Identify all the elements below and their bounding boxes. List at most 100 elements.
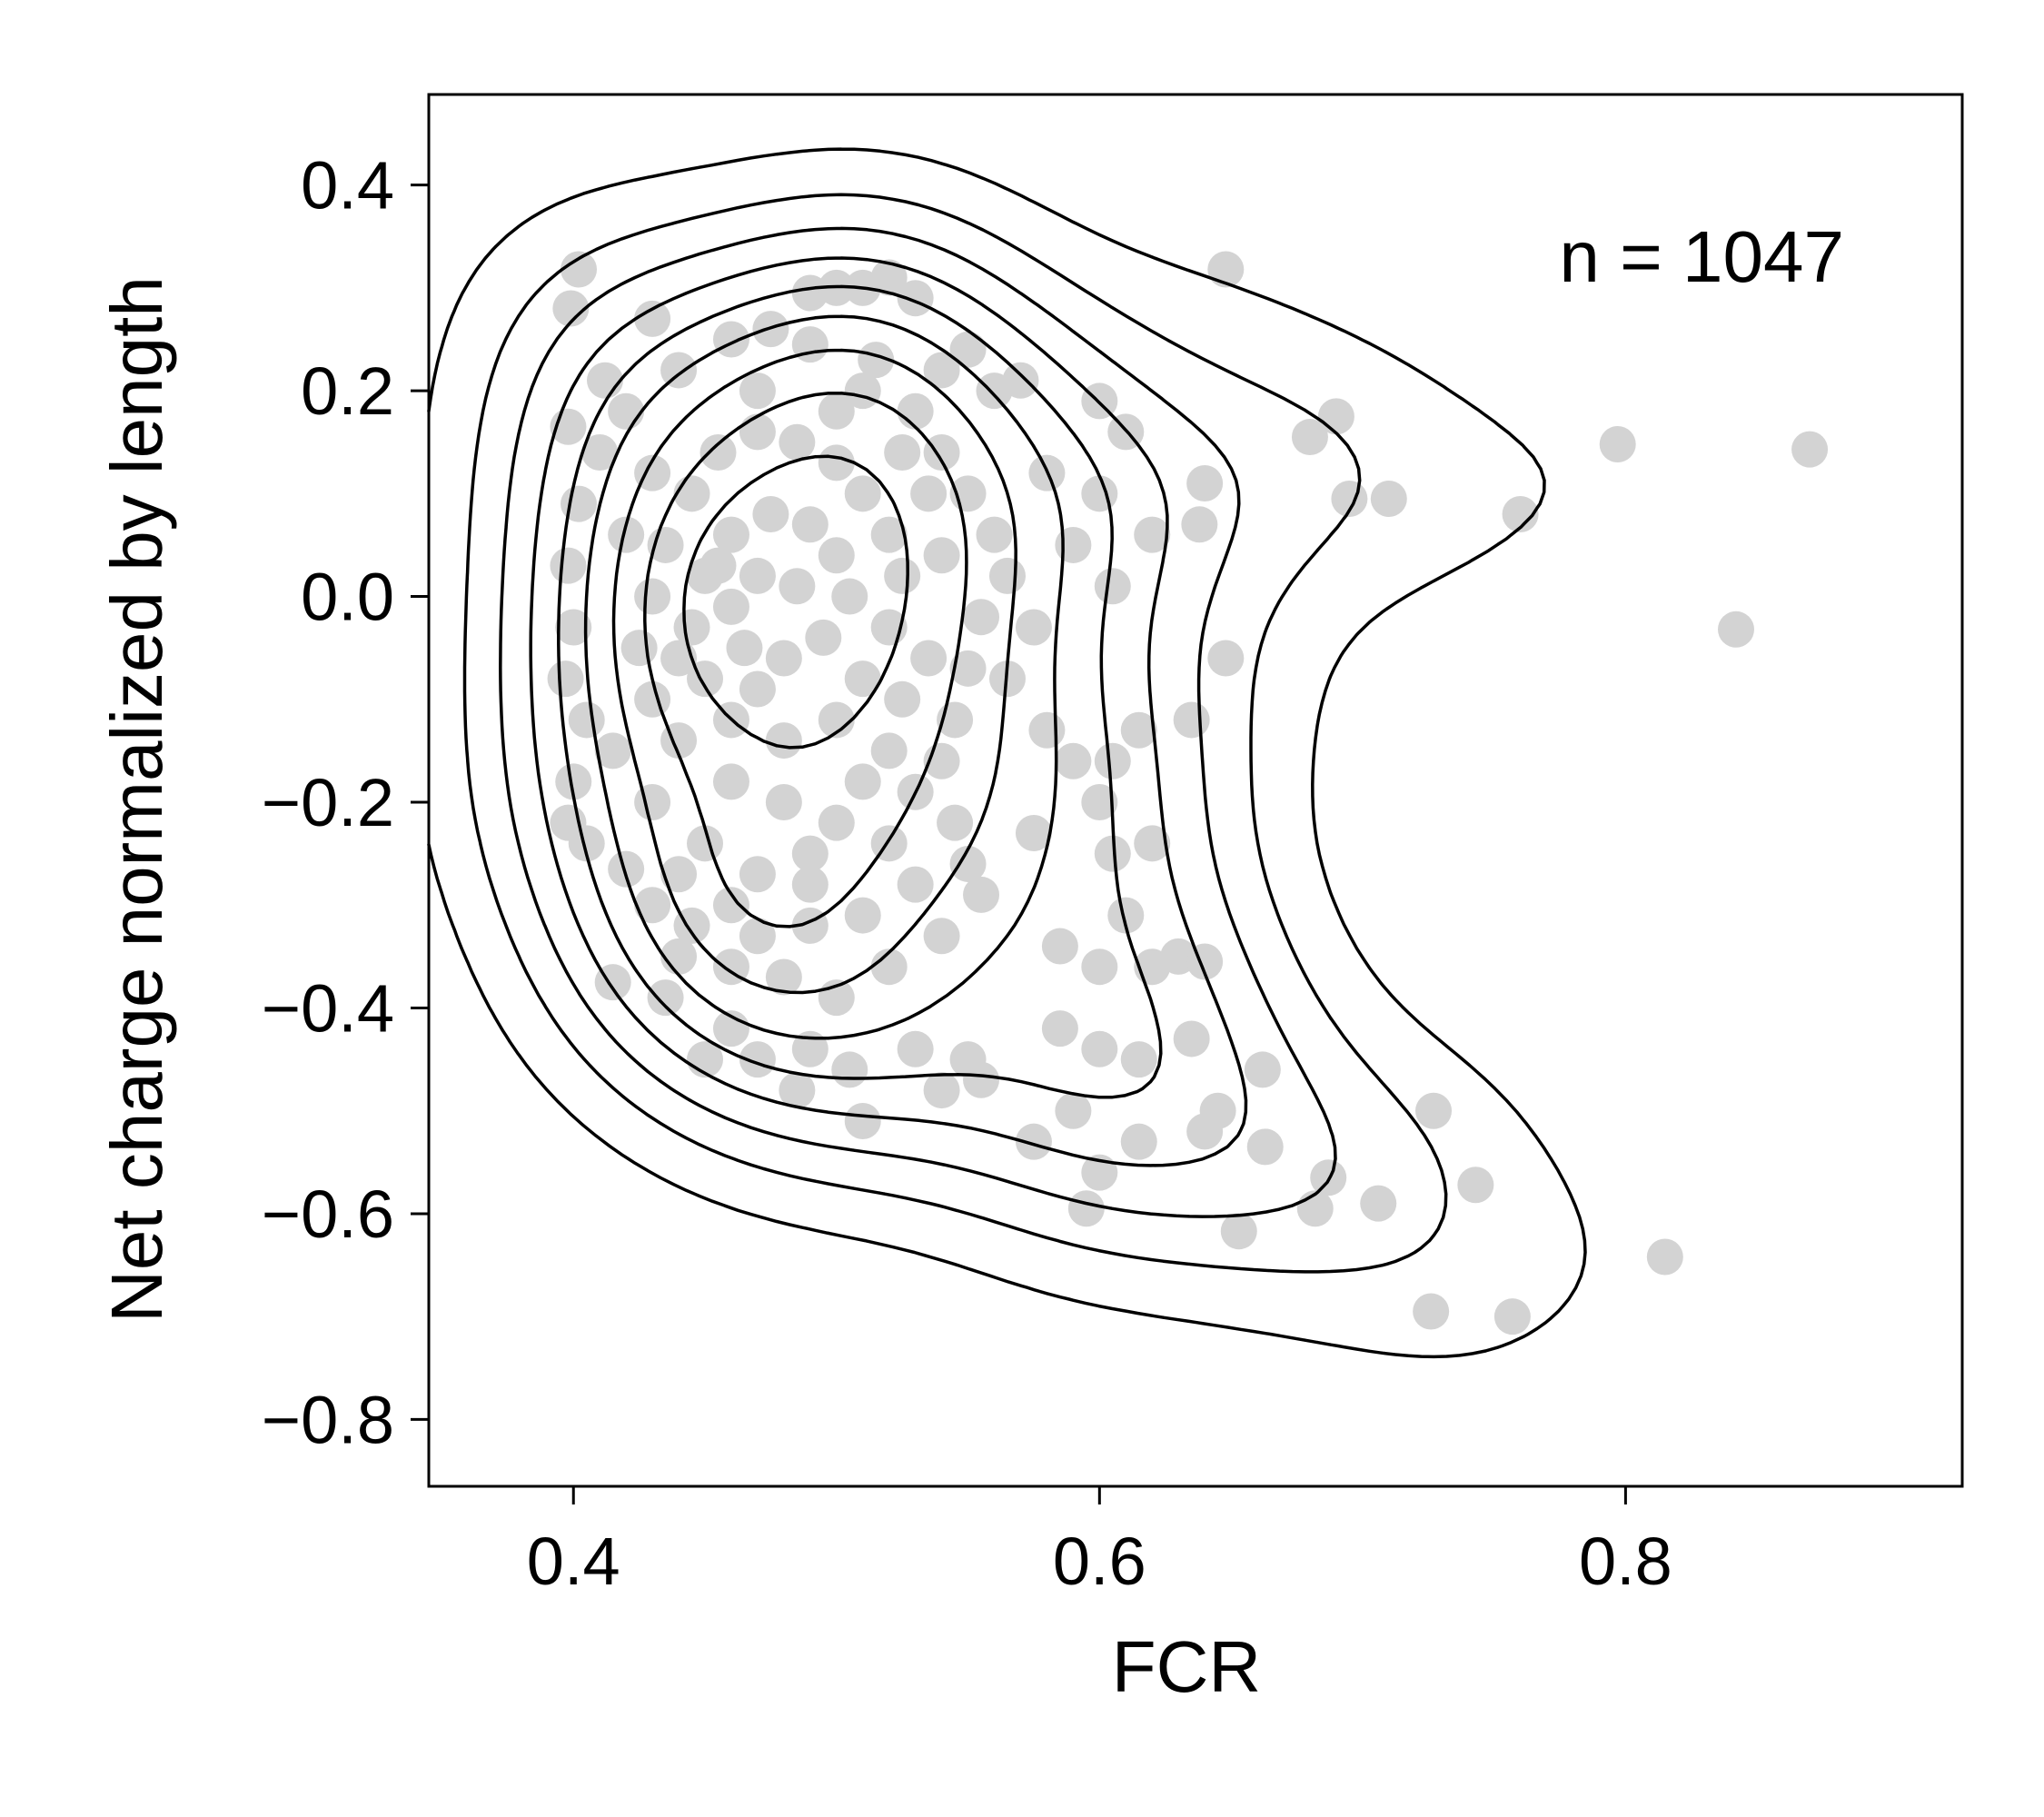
- data-point: [739, 856, 776, 893]
- data-point: [884, 680, 921, 718]
- data-point: [963, 599, 1000, 636]
- sample-count-annotation: n = 1047: [1559, 216, 1844, 297]
- density-contour-line: [462, 193, 1448, 1274]
- y-axis: 0.4 0.2 0.0 −0.2 −0.4 −0.6 −0.8: [262, 148, 429, 1457]
- data-point: [660, 856, 698, 893]
- data-point: [818, 537, 855, 574]
- data-point: [844, 763, 881, 800]
- data-point: [568, 701, 605, 739]
- x-tick-label: 0.8: [1579, 1524, 1672, 1599]
- data-point: [660, 352, 698, 389]
- data-point: [923, 434, 960, 472]
- data-point: [923, 1072, 960, 1109]
- data-point: [1246, 1128, 1284, 1166]
- data-point: [739, 670, 776, 708]
- data-point: [1015, 1123, 1052, 1160]
- data-point: [897, 280, 934, 317]
- data-point: [1244, 1051, 1281, 1088]
- data-point: [634, 680, 671, 718]
- data-point: [791, 835, 829, 872]
- data-point: [561, 485, 598, 522]
- data-point: [700, 434, 737, 472]
- data-point: [765, 784, 802, 821]
- data-point: [550, 547, 587, 584]
- y-tick-label: −0.4: [262, 970, 394, 1046]
- y-tick-label: 0.0: [301, 560, 394, 635]
- data-point: [1457, 1167, 1494, 1204]
- data-point: [1041, 928, 1078, 965]
- data-point: [779, 423, 816, 461]
- data-point: [1186, 465, 1224, 502]
- data-point: [700, 547, 737, 584]
- data-point: [1015, 814, 1052, 851]
- x-axis-label: FCR: [1112, 1626, 1261, 1707]
- data-point: [1370, 480, 1407, 517]
- x-tick-label: 0.6: [1053, 1524, 1146, 1599]
- data-point: [547, 660, 584, 698]
- data-point: [1173, 1020, 1210, 1057]
- density-contour-line: [499, 226, 1337, 1218]
- data-point: [1207, 640, 1245, 677]
- data-point: [844, 897, 881, 934]
- data-point: [1717, 611, 1754, 648]
- data-point: [1081, 475, 1118, 512]
- density-contour-line: [643, 392, 968, 928]
- density-contour-line: [583, 314, 1065, 1040]
- data-point: [805, 619, 842, 656]
- data-point: [561, 251, 598, 288]
- data-point: [594, 732, 631, 769]
- data-point: [1360, 1185, 1397, 1222]
- data-point: [818, 701, 855, 739]
- data-point: [712, 588, 749, 625]
- data-point: [949, 845, 987, 882]
- data-point: [1094, 742, 1131, 779]
- data-point: [779, 568, 816, 605]
- data-point: [712, 887, 749, 924]
- data-point: [1317, 398, 1354, 435]
- data-point: [1094, 835, 1131, 872]
- data-point: [897, 866, 934, 903]
- data-point: [818, 804, 855, 841]
- data-point: [726, 630, 763, 667]
- data-point: [739, 372, 776, 410]
- data-point: [791, 866, 829, 903]
- data-point: [949, 1041, 987, 1078]
- data-point: [791, 1030, 829, 1067]
- data-point: [884, 434, 921, 472]
- data-point: [1415, 1092, 1453, 1129]
- data-point: [634, 887, 671, 924]
- data-point: [870, 516, 908, 553]
- data-point: [844, 660, 881, 698]
- x-tick-label: 0.4: [527, 1524, 620, 1599]
- density-contours: [427, 147, 1587, 1359]
- data-point: [1015, 609, 1052, 646]
- density-contour-line: [529, 256, 1248, 1167]
- data-point: [791, 506, 829, 543]
- data-point: [818, 444, 855, 482]
- data-point: [1081, 948, 1118, 986]
- data-point: [634, 784, 671, 821]
- data-point: [858, 342, 895, 379]
- data-point: [937, 804, 974, 841]
- data-point: [1055, 1092, 1092, 1129]
- data-point: [949, 331, 987, 368]
- data-point: [923, 352, 960, 389]
- data-point: [831, 1051, 868, 1088]
- data-point: [1055, 742, 1092, 779]
- data-point: [1081, 1030, 1118, 1067]
- data-point: [586, 362, 623, 399]
- data-point: [884, 557, 921, 594]
- data-point: [1134, 825, 1171, 862]
- data-point: [923, 537, 960, 574]
- density-contour-line: [682, 454, 909, 750]
- data-point: [818, 392, 855, 430]
- data-point: [1220, 1213, 1257, 1250]
- data-point: [1120, 1041, 1157, 1078]
- data-point: [555, 609, 592, 646]
- data-point: [739, 1041, 776, 1078]
- data-point: [1599, 425, 1636, 462]
- data-point: [844, 475, 881, 512]
- data-point: [910, 475, 948, 512]
- data-point: [870, 732, 908, 769]
- data-point: [673, 475, 710, 512]
